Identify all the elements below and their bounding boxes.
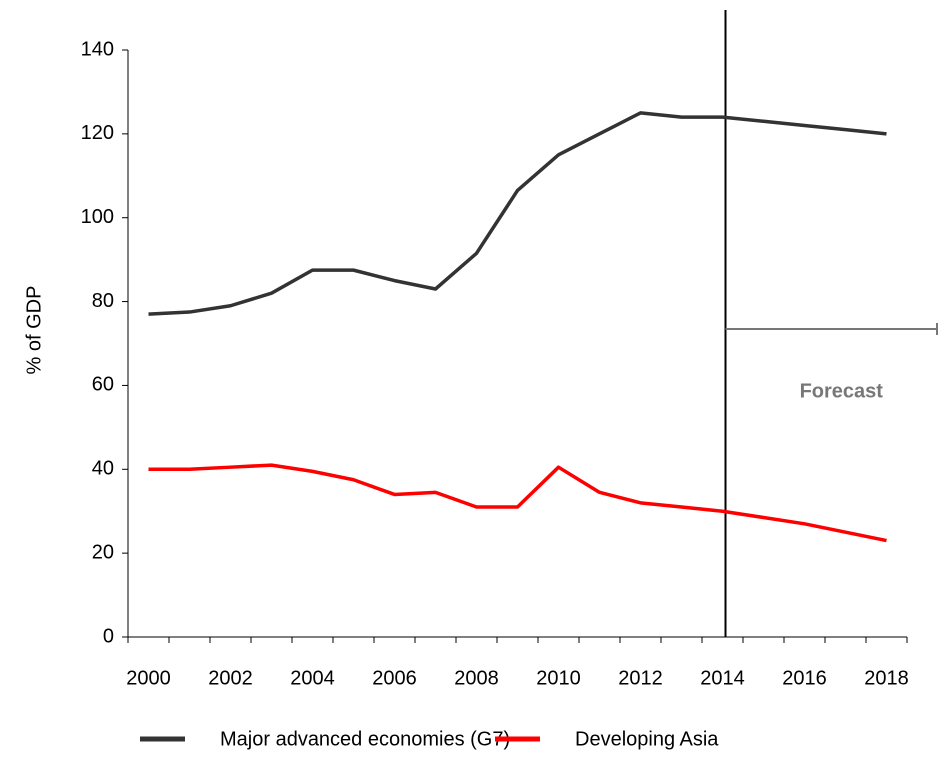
y-axis-label: % of GDP	[23, 286, 45, 375]
x-tick-label: 2000	[126, 667, 171, 689]
x-tick-label: 2006	[372, 667, 417, 689]
y-tick-label: 100	[81, 206, 114, 228]
y-tick-label: 40	[92, 458, 114, 480]
x-tick-label: 2014	[700, 667, 745, 689]
x-tick-label: 2004	[290, 667, 335, 689]
x-tick-label: 2008	[454, 667, 499, 689]
series-line	[148, 463, 887, 543]
annotation: Forecast	[800, 380, 884, 402]
y-tick-label: 60	[92, 374, 114, 396]
x-tick-label: 2016	[782, 667, 827, 689]
series-line	[148, 111, 887, 316]
y-tick-label: 0	[103, 625, 114, 647]
y-tick-label: 140	[81, 38, 114, 60]
y-tick-label: 120	[81, 122, 114, 144]
x-tick-label: 2012	[618, 667, 663, 689]
y-tick-label: 20	[92, 541, 114, 563]
x-tick-label: 2018	[864, 667, 909, 689]
y-tick-label: 80	[92, 290, 114, 312]
x-tick-label: 2010	[536, 667, 581, 689]
x-tick-label: 2002	[208, 667, 253, 689]
legend-label: Major advanced economies (G7)	[220, 728, 510, 750]
legend-label: Developing Asia	[575, 728, 719, 750]
